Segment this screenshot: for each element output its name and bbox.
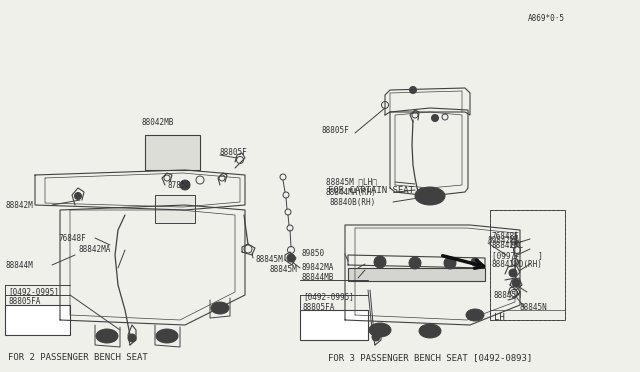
Text: 88845M: 88845M <box>494 291 522 299</box>
Circle shape <box>509 269 517 277</box>
Text: FOR 2 PASSENGER BENCH SEAT: FOR 2 PASSENGER BENCH SEAT <box>8 353 148 362</box>
Text: 89842MA: 89842MA <box>302 263 334 273</box>
Circle shape <box>444 257 456 269</box>
Text: 88805FA: 88805FA <box>303 302 335 311</box>
Text: FOR 3 PASSENGER BENCH SEAT [0492-0893]: FOR 3 PASSENGER BENCH SEAT [0492-0893] <box>328 353 532 362</box>
Circle shape <box>431 115 438 122</box>
Ellipse shape <box>96 329 118 343</box>
Ellipse shape <box>156 329 178 343</box>
Text: [0492-0995]: [0492-0995] <box>303 292 354 301</box>
Text: 88845M: 88845M <box>255 256 283 264</box>
Circle shape <box>74 192 81 199</box>
Ellipse shape <box>466 309 484 321</box>
Bar <box>155 195 195 223</box>
Text: FOR CAPTAIN SEAT: FOR CAPTAIN SEAT <box>328 186 414 195</box>
Circle shape <box>287 254 295 262</box>
Circle shape <box>512 279 520 287</box>
Circle shape <box>471 258 479 266</box>
Text: 89842MA: 89842MA <box>488 235 520 244</box>
Circle shape <box>410 87 417 93</box>
Text: [0492-0995]: [0492-0995] <box>8 288 59 296</box>
Circle shape <box>417 190 424 198</box>
Circle shape <box>374 256 386 268</box>
Text: 89850: 89850 <box>302 250 325 259</box>
Text: 76848F: 76848F <box>58 234 86 243</box>
Ellipse shape <box>211 302 229 314</box>
Text: 88845N: 88845N <box>520 304 548 312</box>
Text: LH: LH <box>494 312 505 321</box>
Bar <box>348 268 485 281</box>
Text: 88844M: 88844M <box>5 260 33 269</box>
Text: [0997-    ]: [0997- ] <box>492 251 543 260</box>
Ellipse shape <box>419 324 441 338</box>
Ellipse shape <box>369 323 391 337</box>
Text: 88844MA(RH): 88844MA(RH) <box>326 187 377 196</box>
Text: 88042MB: 88042MB <box>142 118 174 126</box>
Circle shape <box>180 180 190 190</box>
Text: 88844MB: 88844MB <box>302 273 334 282</box>
Text: 88845M: 88845M <box>270 266 298 275</box>
Text: 88842MD(RH): 88842MD(RH) <box>492 260 543 269</box>
Circle shape <box>372 333 380 341</box>
Text: 88842M: 88842M <box>5 201 33 209</box>
Bar <box>490 210 565 320</box>
Text: 87850: 87850 <box>168 180 191 189</box>
Ellipse shape <box>415 187 445 205</box>
Bar <box>300 310 368 340</box>
Text: 88840B(RH): 88840B(RH) <box>330 198 376 206</box>
Text: 88842MC: 88842MC <box>492 241 524 250</box>
Text: 88805F: 88805F <box>220 148 248 157</box>
Circle shape <box>128 334 136 342</box>
Text: 88842MA: 88842MA <box>78 246 110 254</box>
Text: 88845M 〈LH〉: 88845M 〈LH〉 <box>326 177 377 186</box>
Text: 76848F: 76848F <box>492 231 520 241</box>
Circle shape <box>409 257 421 269</box>
Bar <box>145 135 200 170</box>
Bar <box>5 305 70 335</box>
Text: 88805FA: 88805FA <box>8 298 40 307</box>
Text: 88805F: 88805F <box>322 125 349 135</box>
Text: A869*0·5: A869*0·5 <box>528 13 565 22</box>
